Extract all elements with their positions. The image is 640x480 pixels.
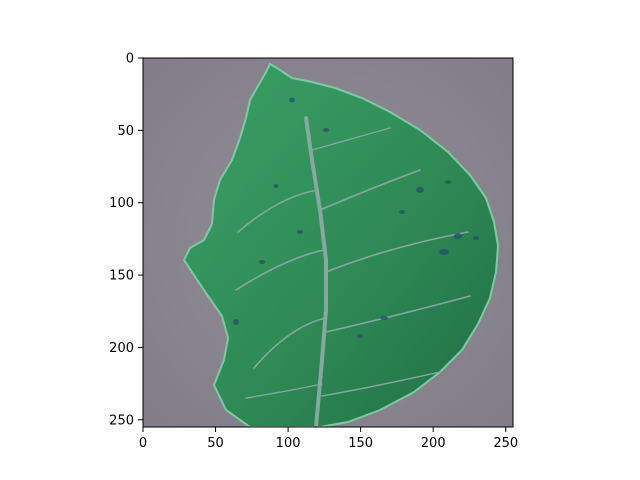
leaf-photo xyxy=(143,58,513,427)
side-vein xyxy=(235,249,325,291)
side-vein xyxy=(253,317,327,369)
y-tick-label: 0 xyxy=(126,52,134,67)
x-tick-label: 250 xyxy=(493,436,518,451)
side-vein xyxy=(325,231,469,273)
y-axis: 0 50 100 150 200 250 xyxy=(109,52,143,428)
x-tick-label: 150 xyxy=(348,436,373,451)
y-tick-label: 200 xyxy=(109,341,134,356)
y-tick-label: 100 xyxy=(109,196,134,211)
x-axis: 0 50 100 150 200 250 xyxy=(139,427,518,451)
leaf-shape xyxy=(182,62,500,427)
side-vein xyxy=(319,169,421,211)
leaf-spots xyxy=(233,97,479,338)
y-tick-label: 250 xyxy=(109,413,134,428)
x-tick-label: 0 xyxy=(139,436,147,451)
x-tick-label: 200 xyxy=(421,436,446,451)
midrib-vein xyxy=(304,116,328,427)
side-vein xyxy=(245,383,323,399)
side-vein xyxy=(311,127,391,151)
side-vein xyxy=(321,371,441,397)
y-tick-label: 50 xyxy=(117,124,134,139)
axes-frame xyxy=(142,57,514,428)
side-vein xyxy=(325,295,471,333)
x-tick-label: 50 xyxy=(207,436,224,451)
leaf-veins xyxy=(235,116,471,427)
side-vein xyxy=(237,189,319,233)
y-tick-label: 150 xyxy=(109,269,134,284)
x-tick-label: 100 xyxy=(276,436,301,451)
